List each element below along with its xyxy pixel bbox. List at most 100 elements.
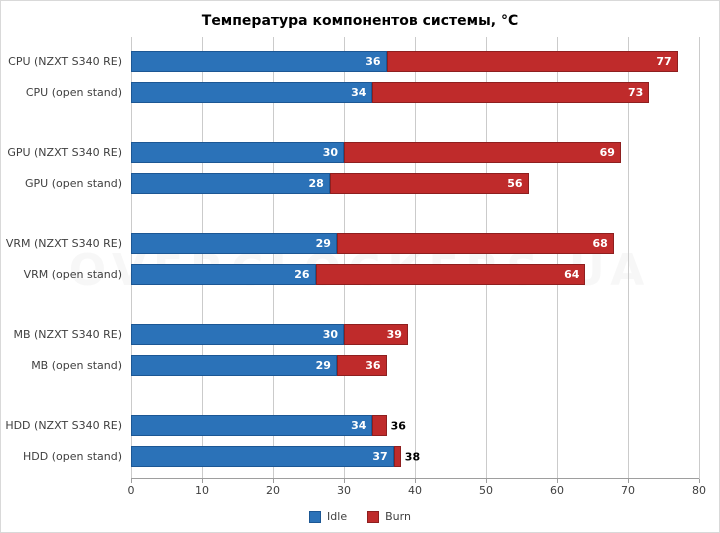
bar-track: 29 36 (131, 355, 699, 376)
category-label: GPU (open stand) (25, 177, 122, 190)
category-label: HDD (NZXT S340 RE) (5, 419, 122, 432)
burn-bar: 68 (336, 233, 614, 254)
bar-row: MB (NZXT S340 RE) 30 39 (1, 324, 699, 345)
tick-mark (699, 479, 700, 483)
bar-row: CPU (open stand) 34 73 (1, 82, 699, 103)
gridline (699, 37, 700, 479)
bar-row: CPU (NZXT S340 RE) 36 77 (1, 51, 699, 72)
tick-label: 20 (266, 484, 280, 497)
category-label: GPU (NZXT S340 RE) (7, 146, 122, 159)
bar-track: 34 73 (131, 82, 699, 103)
idle-bar: 30 (131, 324, 344, 345)
idle-value: 26 (294, 268, 310, 281)
legend-swatch (367, 510, 380, 523)
category-label: VRM (NZXT S340 RE) (5, 237, 122, 250)
burn-bar: 56 (329, 173, 529, 194)
x-axis: 0 10 20 30 40 50 60 70 80 (127, 479, 706, 501)
burn-value: 36 (390, 419, 406, 432)
gridline (415, 37, 416, 479)
idle-bar: 28 (131, 173, 330, 194)
idle-value: 34 (351, 419, 367, 432)
burn-value: 68 (592, 237, 608, 250)
burn-bar: 73 (372, 82, 650, 103)
bar-row: GPU (open stand) 28 56 (1, 173, 699, 194)
gridline (486, 37, 487, 479)
burn-value: 64 (564, 268, 580, 281)
idle-value: 28 (308, 177, 324, 190)
tick-mark (415, 479, 416, 483)
chart-title: Температура компонентов системы, °C (201, 13, 519, 29)
tick-mark (557, 479, 558, 483)
burn-value: 69 (599, 146, 615, 159)
burn-value: 36 (365, 359, 381, 372)
gridline (557, 37, 558, 479)
legend-label: Idle (327, 510, 348, 523)
x-axis-line (131, 478, 699, 479)
bar-track: 30 69 (131, 142, 699, 163)
tick-label: 0 (127, 484, 135, 497)
idle-value: 34 (351, 86, 367, 99)
category-label: CPU (open stand) (25, 86, 122, 99)
category-label: MB (open stand) (31, 359, 122, 372)
burn-value: 39 (386, 328, 402, 341)
burn-bar: 36 (336, 355, 387, 376)
idle-bar: 34 (131, 82, 373, 103)
bar-row: GPU (NZXT S340 RE) 30 69 (1, 142, 699, 163)
tick-mark (202, 479, 203, 483)
burn-value: 56 (507, 177, 523, 190)
category-label: MB (NZXT S340 RE) (13, 328, 122, 341)
bar-track: 36 77 (131, 51, 699, 72)
idle-bar: 26 (131, 264, 316, 285)
tick-label: 40 (408, 484, 422, 497)
burn-bar: 64 (315, 264, 586, 285)
category-label: VRM (open stand) (23, 268, 122, 281)
bar-row: MB (open stand) 29 36 (1, 355, 699, 376)
burn-value: 73 (627, 86, 644, 99)
idle-bar: 29 (131, 355, 337, 376)
bar-row: HDD (open stand) 37 38 (1, 446, 699, 467)
idle-value: 37 (372, 450, 388, 463)
idle-bar: 29 (131, 233, 337, 254)
burn-bar (372, 415, 387, 436)
tick-mark (344, 479, 345, 483)
tick-label: 30 (337, 484, 351, 497)
bar-track: 29 68 (131, 233, 699, 254)
bar-row: HDD (NZXT S340 RE) 34 36 (1, 415, 699, 436)
idle-value: 30 (322, 328, 338, 341)
category-label: HDD (open stand) (23, 450, 122, 463)
idle-bar: 34 (131, 415, 373, 436)
tick-label: 10 (195, 484, 209, 497)
bar-row: VRM (open stand) 26 64 (1, 264, 699, 285)
idle-value: 36 (365, 55, 381, 68)
tick-mark (628, 479, 629, 483)
tick-label: 60 (550, 484, 564, 497)
gridline (202, 37, 203, 479)
idle-bar: 37 (131, 446, 394, 467)
bar-track: 37 38 (131, 446, 699, 467)
bars-area: CPU (NZXT S340 RE) 36 77 CPU (open stand) 34… (1, 37, 699, 479)
tick-mark (486, 479, 487, 483)
burn-value: 38 (404, 450, 421, 463)
gridline (273, 37, 274, 479)
bar-track: 26 64 (131, 264, 699, 285)
idle-value: 30 (322, 146, 338, 159)
idle-bar: 36 (131, 51, 387, 72)
legend: Idle Burn (1, 510, 719, 523)
tick-mark (273, 479, 274, 483)
legend-item: Idle (309, 510, 347, 523)
category-label: CPU (NZXT S340 RE) (8, 55, 122, 68)
bar-row: VRM (NZXT S340 RE) 29 68 (1, 233, 699, 254)
tick-label: 50 (479, 484, 493, 497)
idle-bar: 30 (131, 142, 344, 163)
burn-bar: 69 (344, 142, 621, 163)
plot-area: CPU (NZXT S340 RE) 36 77 CPU (open stand) 34… (1, 37, 700, 479)
tick-mark (131, 479, 132, 483)
tick-label: 70 (621, 484, 635, 497)
idle-value: 29 (315, 237, 331, 250)
gridline (344, 37, 345, 479)
bar-track: 30 39 (131, 324, 699, 345)
bar-track: 34 36 (131, 415, 699, 436)
burn-value: 77 (656, 55, 672, 68)
legend-swatch (309, 510, 322, 523)
